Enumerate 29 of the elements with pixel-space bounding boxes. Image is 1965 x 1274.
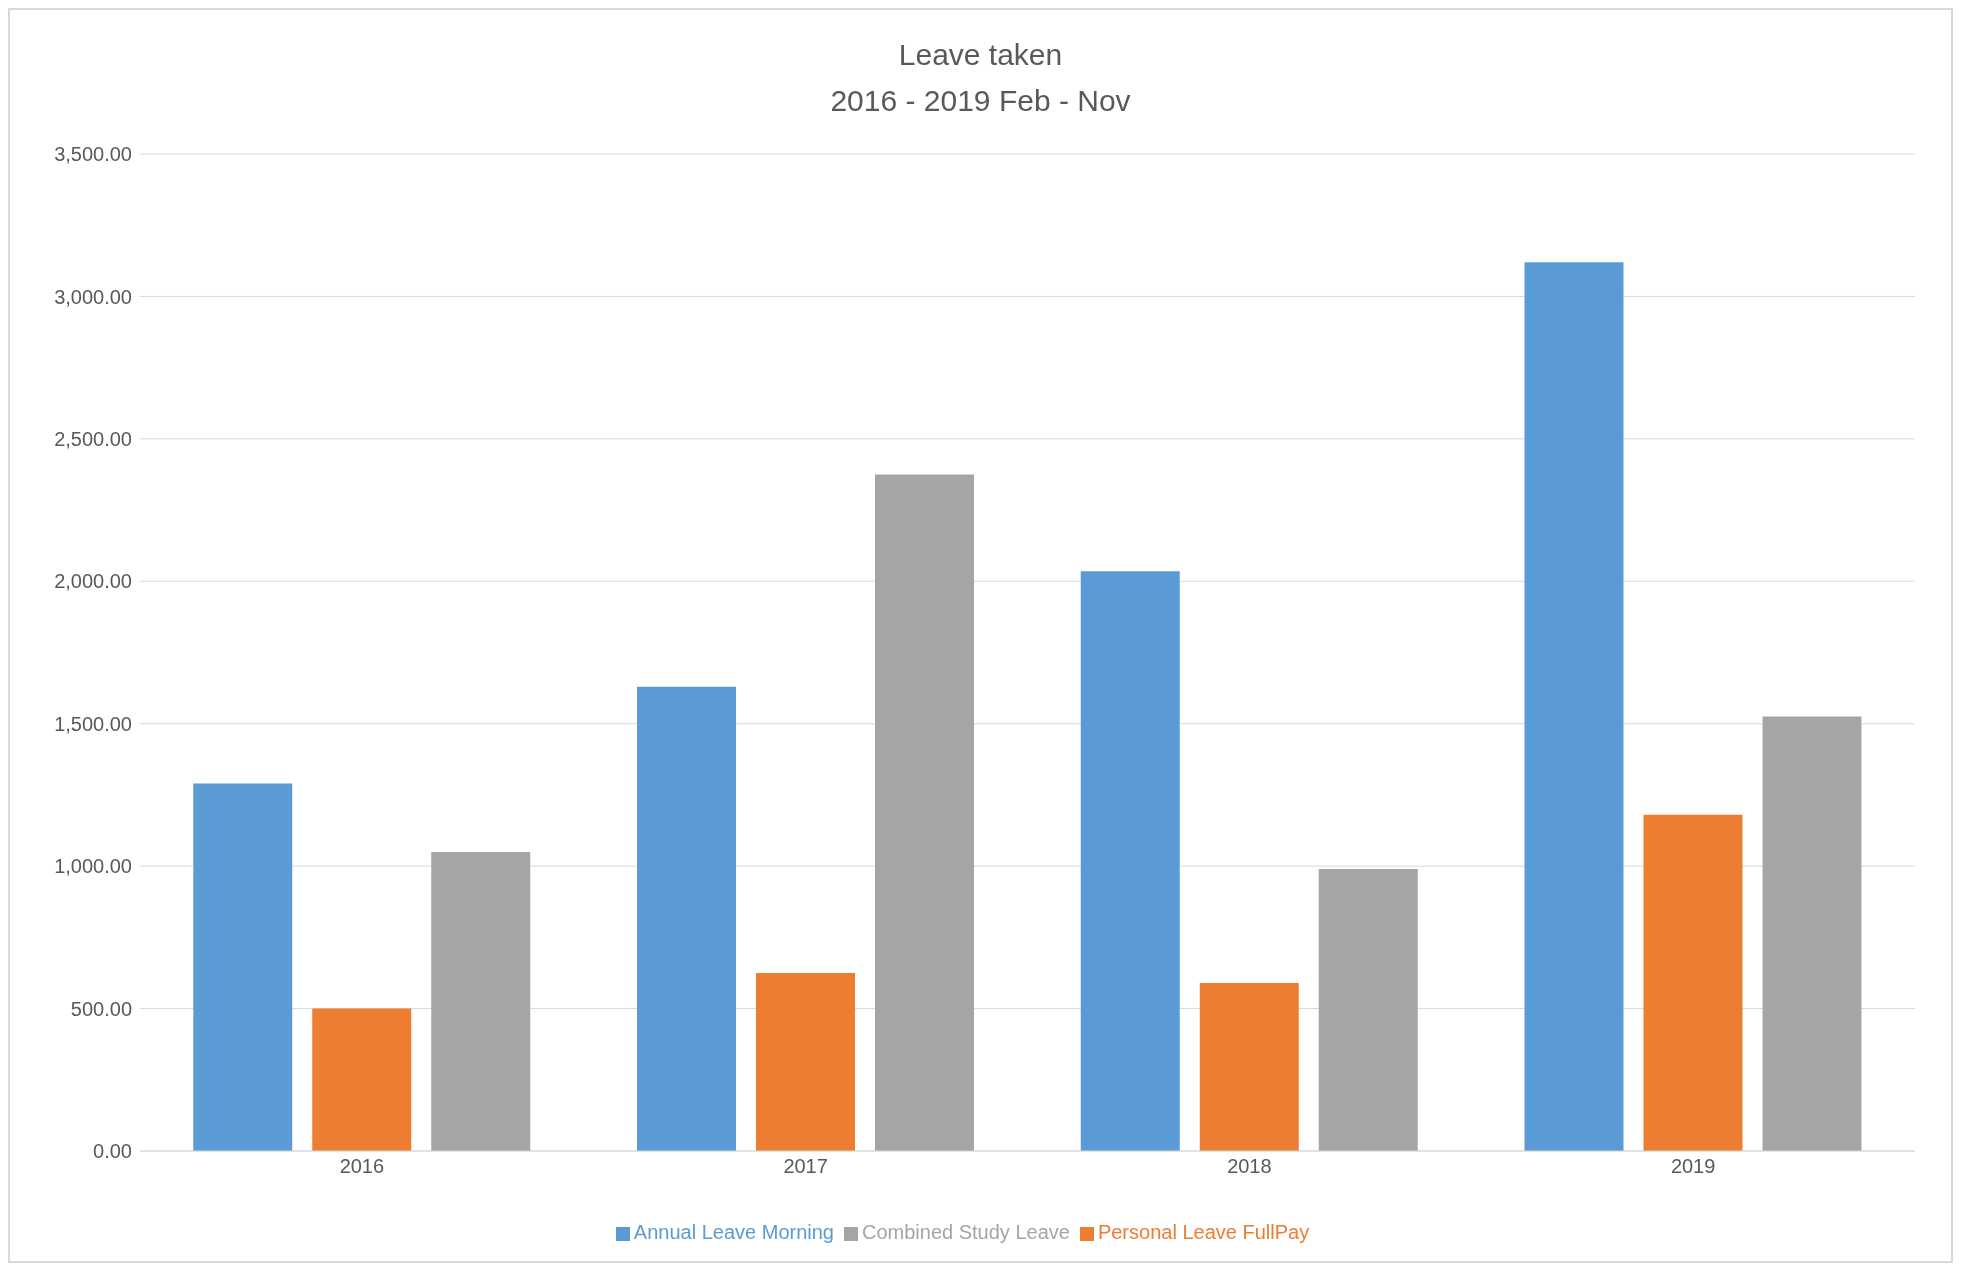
y-tick-label: 1,500.00 [54, 712, 132, 735]
legend-label: Annual Leave Morning [633, 1221, 834, 1243]
bar [756, 972, 855, 1151]
bar [193, 783, 293, 1151]
bar [1199, 982, 1299, 1151]
bar [1318, 868, 1418, 1151]
bar [431, 851, 531, 1151]
x-tick-label: 2019 [1670, 1155, 1716, 1178]
bar [1524, 262, 1624, 1151]
y-tick-label: 1,000.00 [54, 855, 132, 878]
bar [312, 1008, 412, 1151]
legend-label: Combined Study Leave [861, 1221, 1070, 1243]
chart-subtitle: 2016 - 2019 Feb - Nov [829, 83, 1132, 119]
bar [1080, 571, 1180, 1151]
x-tick-label: 2016 [339, 1155, 385, 1178]
x-tick-label: 2017 [783, 1155, 828, 1178]
bar [875, 474, 974, 1151]
y-tick-label: 500.00 [70, 997, 132, 1020]
y-tick-label: 0.00 [93, 1140, 132, 1163]
y-tick-label: 2,000.00 [54, 570, 132, 593]
bar [1762, 716, 1862, 1151]
y-tick-label: 2,500.00 [54, 427, 132, 450]
y-tick-label: 3,000.00 [54, 285, 132, 308]
chart-title: Leave taken [897, 37, 1064, 73]
bar [1643, 814, 1743, 1151]
bar [637, 686, 736, 1151]
legend-label: Personal Leave FullPay [1097, 1221, 1310, 1243]
x-tick-label: 2018 [1227, 1155, 1272, 1178]
y-tick-label: 3,500.00 [54, 143, 132, 166]
